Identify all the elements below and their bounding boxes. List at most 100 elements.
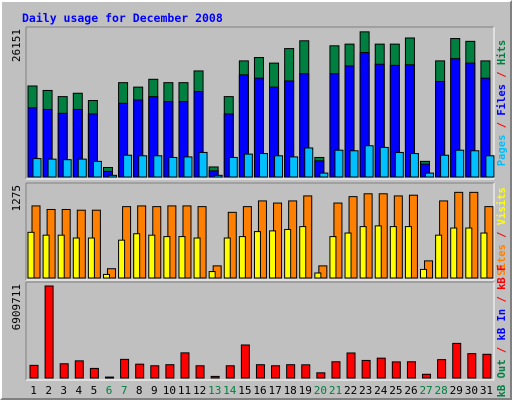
- kbytes-bar-day-29: [452, 342, 462, 379]
- kbytes-bar-day-21: [331, 361, 341, 379]
- sites-bar-day-15: [238, 236, 246, 279]
- kbytes-bar-day-31: [482, 353, 492, 379]
- legend-entry-1-4: Hits: [496, 40, 508, 65]
- day-label-6: 6: [106, 384, 113, 397]
- pages-bar-day-2: [47, 158, 57, 178]
- pages-bar-day-6: [107, 174, 117, 178]
- kbytes-bar-day-22: [346, 352, 356, 379]
- kbytes-bar-day-1: [29, 364, 39, 379]
- pages-bar-day-8: [138, 155, 148, 178]
- kbytes-bar-day-4: [74, 360, 84, 379]
- day-label-31: 31: [480, 384, 493, 397]
- day-label-23: 23: [359, 384, 372, 397]
- sites-bar-day-9: [148, 234, 156, 279]
- kbytes-bar-day-6: [104, 376, 114, 379]
- kbytes-bar-day-15: [240, 344, 250, 379]
- pages-bar-day-9: [153, 155, 163, 178]
- day-label-9: 9: [151, 384, 158, 397]
- day-label-26: 26: [404, 384, 417, 397]
- sites-bar-day-17: [269, 230, 277, 279]
- day-label-7: 7: [121, 384, 128, 397]
- day-label-13: 13: [208, 384, 221, 397]
- legend-entry-2-0: Sites: [496, 244, 508, 276]
- chart-title: Daily usage for December 2008: [22, 11, 223, 25]
- kbytes-bar-day-7: [120, 358, 130, 379]
- kbytes-bar-day-14: [225, 365, 235, 379]
- kbytes-bar-day-16: [255, 364, 265, 379]
- panel-3-max-label: 6909711: [10, 284, 23, 330]
- legend-entry-1-3: /: [496, 65, 508, 84]
- kbytes-bar-day-17: [271, 365, 281, 379]
- sites-bar-day-18: [284, 228, 292, 279]
- legend-entry-1-0: Pages: [496, 135, 508, 167]
- legend-entry-2-1: /: [496, 225, 508, 244]
- day-label-17: 17: [268, 384, 281, 397]
- pages-bar-day-1: [32, 158, 42, 178]
- day-label-15: 15: [238, 384, 251, 397]
- kbytes-bar-day-12: [195, 365, 205, 379]
- day-label-4: 4: [76, 384, 83, 397]
- kbytes-bar-day-20: [316, 372, 326, 379]
- sites-bar-day-5: [87, 237, 95, 279]
- visits-bar-day-6: [106, 268, 116, 279]
- sites-bar-day-21: [329, 236, 337, 279]
- pages-bar-day-19: [304, 147, 314, 178]
- sites-bar-day-27: [420, 268, 428, 279]
- sites-bar-day-6: [102, 273, 110, 279]
- panel-3-plot-area: [26, 282, 494, 380]
- sites-bar-day-26: [404, 226, 412, 279]
- legend-entry-3-1: /: [496, 340, 508, 359]
- pages-bar-day-27: [425, 172, 435, 178]
- day-label-3: 3: [60, 384, 67, 397]
- sites-bar-day-8: [133, 233, 141, 279]
- sites-bar-day-31: [480, 232, 488, 279]
- kbytes-bar-day-23: [361, 359, 371, 379]
- pages-bar-day-21: [334, 149, 344, 178]
- pages-bar-day-13: [213, 174, 223, 178]
- pages-bar-day-23: [364, 145, 374, 178]
- panel-2-legend: Sites / Visits: [496, 187, 508, 276]
- visits-bar-day-20: [318, 265, 328, 279]
- day-label-16: 16: [253, 384, 266, 397]
- pages-bar-day-30: [470, 150, 480, 178]
- day-label-18: 18: [284, 384, 297, 397]
- pages-bar-day-5: [92, 160, 102, 178]
- day-label-2: 2: [45, 384, 52, 397]
- kbytes-bar-day-3: [59, 363, 69, 379]
- kbytes-bar-day-19: [301, 364, 311, 379]
- pages-bar-day-12: [198, 151, 208, 178]
- day-label-25: 25: [389, 384, 402, 397]
- pages-bar-day-26: [409, 153, 419, 178]
- sites-bar-day-14: [223, 237, 231, 279]
- kbytes-bar-day-13: [210, 375, 220, 379]
- day-label-11: 11: [178, 384, 191, 397]
- kbytes-bar-day-28: [437, 359, 447, 379]
- pages-bar-day-24: [379, 146, 389, 178]
- kbytes-bar-day-27: [422, 373, 432, 379]
- sites-bar-day-1: [27, 231, 35, 279]
- kbytes-bar-day-25: [391, 361, 401, 379]
- day-label-19: 19: [299, 384, 312, 397]
- pages-bar-day-7: [123, 154, 133, 178]
- day-label-21: 21: [329, 384, 342, 397]
- sites-bar-day-16: [253, 231, 261, 279]
- pages-bar-day-11: [183, 156, 193, 178]
- sites-bar-day-7: [118, 239, 126, 279]
- day-label-30: 30: [465, 384, 478, 397]
- pages-bar-day-20: [319, 172, 329, 178]
- pages-bar-day-29: [455, 149, 465, 178]
- legend-entry-3-3: /: [496, 290, 508, 309]
- sites-bar-day-4: [72, 237, 80, 279]
- day-label-1: 1: [30, 384, 37, 397]
- sites-bar-day-13: [208, 271, 216, 279]
- legend-entry-3-2: kB In: [496, 309, 508, 341]
- kbytes-bar-day-26: [406, 361, 416, 379]
- day-label-5: 5: [91, 384, 98, 397]
- pages-bar-day-15: [243, 153, 253, 178]
- day-label-10: 10: [163, 384, 176, 397]
- sites-bar-day-28: [435, 234, 443, 279]
- kbytes-bar-day-8: [135, 363, 145, 379]
- pages-bar-day-3: [62, 159, 72, 178]
- sites-bar-day-23: [359, 226, 367, 279]
